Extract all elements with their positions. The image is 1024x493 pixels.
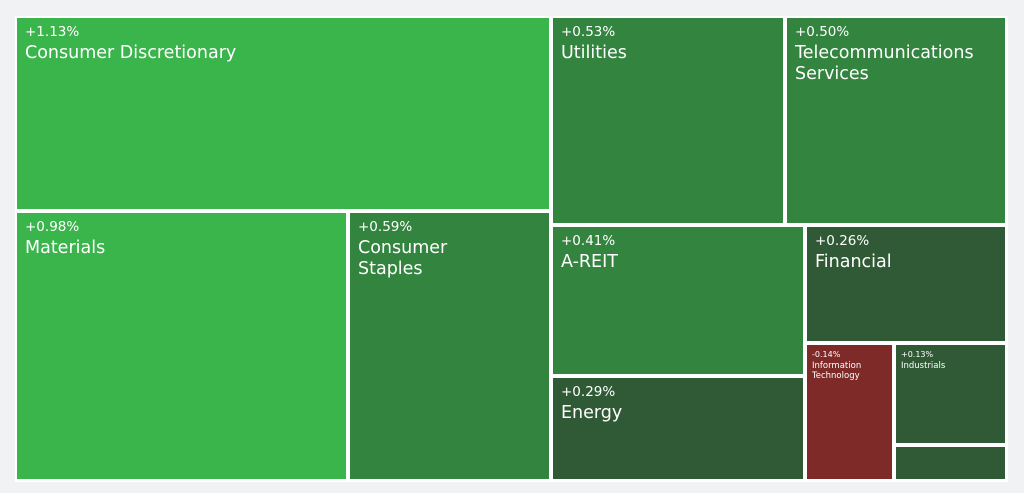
treemap-cell[interactable]: +0.53% Utilities — [553, 18, 783, 223]
treemap-cell[interactable]: +0.29% Energy — [553, 378, 803, 479]
cell-change-label: +0.29% — [561, 384, 616, 400]
cell-change-label: +0.50% — [795, 24, 850, 40]
cell-sector-label: Energy — [561, 403, 623, 424]
cell-change-label: -0.14% — [812, 350, 841, 359]
cell-sector-label: Telecommunications Services — [795, 43, 974, 84]
cell-change-label: +0.26% — [815, 233, 870, 249]
cell-sector-label: Consumer Staples — [358, 238, 448, 279]
treemap-cell[interactable]: +0.26% Financial — [807, 227, 1005, 341]
treemap-cell[interactable]: -0.14% Information Technology — [807, 345, 892, 479]
cell-change-label: +0.13% — [901, 350, 934, 359]
cell-sector-label: Financial — [815, 252, 892, 273]
cell-sector-label: Utilities — [561, 43, 627, 64]
cell-sector-label: Industrials — [901, 360, 946, 371]
treemap-cell[interactable]: +0.41% A-REIT — [553, 227, 803, 374]
cell-change-label: +0.41% — [561, 233, 616, 249]
sector-treemap: +1.13% Consumer Discretionary +0.98% Materi… — [15, 16, 1008, 482]
cell-change-label: +0.53% — [561, 24, 616, 40]
cell-change-label: +0.59% — [358, 219, 413, 235]
cell-sector-label: Materials — [25, 238, 106, 259]
cell-change-label: +1.13% — [25, 24, 80, 40]
cell-change-label: +0.98% — [25, 219, 80, 235]
cell-sector-label: A-REIT — [561, 252, 618, 273]
cell-sector-label: Information Technology — [812, 360, 862, 381]
treemap-cell[interactable]: +0.98% Materials — [17, 213, 346, 479]
treemap-cell[interactable] — [896, 447, 1005, 479]
treemap-cell[interactable]: +0.13% Industrials — [896, 345, 1005, 443]
treemap-cell[interactable]: +0.59% Consumer Staples — [350, 213, 549, 479]
cell-sector-label: Consumer Discretionary — [25, 43, 237, 64]
treemap-cell[interactable]: +1.13% Consumer Discretionary — [17, 18, 549, 209]
treemap-cell[interactable]: +0.50% Telecommunications Services — [787, 18, 1005, 223]
